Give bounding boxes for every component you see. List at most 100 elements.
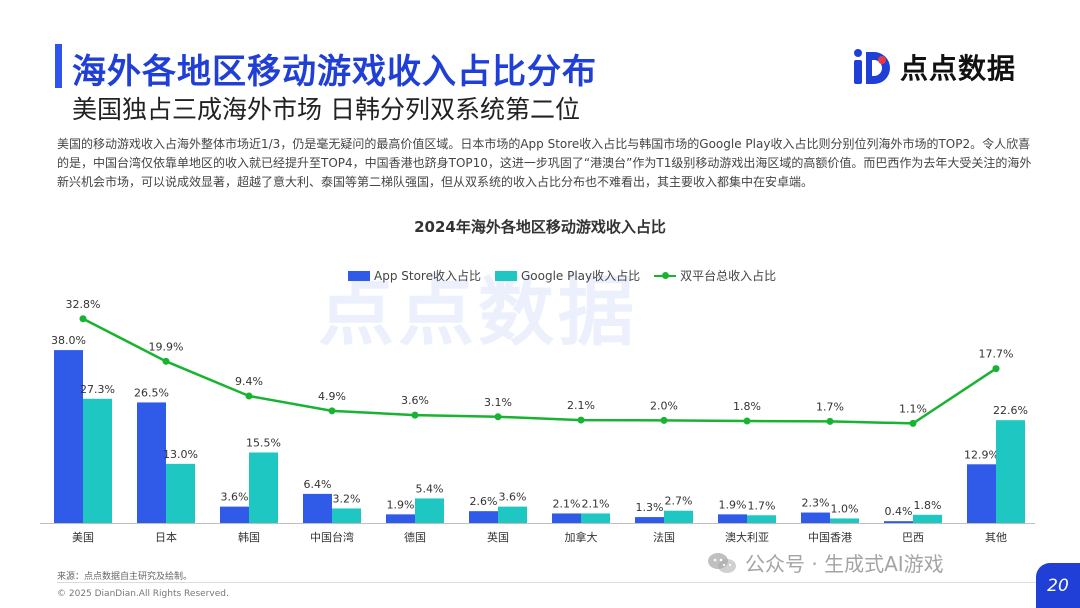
bar-app-store-5 (469, 511, 498, 523)
bar-app-store-9 (801, 512, 830, 523)
legend-label-app-store: App Store收入占比 (374, 269, 481, 283)
total-label-1: 19.9% (149, 340, 184, 353)
legend-swatch-total (654, 271, 677, 281)
total-point-5 (494, 413, 502, 421)
total-label-8: 1.8% (733, 400, 761, 413)
x-tick-label-4: 德国 (404, 530, 426, 544)
total-label-6: 2.1% (567, 399, 595, 412)
x-tick-label-5: 英国 (487, 530, 509, 544)
bar-google-play-4 (415, 498, 444, 523)
bar-google-play-2 (249, 452, 278, 523)
chart-legend: App Store收入占比 Google Play收入占比 双平台总收入占比 (348, 267, 776, 284)
page-number: 20 (1036, 563, 1080, 608)
page-title: 海外各地区移动游戏收入占比分布 (72, 52, 597, 92)
wechat-icon (708, 552, 736, 573)
total-label-9: 1.7% (816, 400, 844, 413)
bar-app-store-1 (137, 402, 166, 523)
bar-label-google-play-9: 1.0% (831, 502, 859, 515)
total-point-3 (328, 407, 336, 415)
bar-label-app-store-7: 1.3% (636, 501, 664, 514)
brand-name: 点点数据 (900, 52, 1017, 85)
total-label-11: 17.7% (979, 348, 1014, 361)
copyright-note: © 2025 DianDian.All Rights Reserved. (57, 589, 229, 599)
bar-label-app-store-11: 12.9% (964, 448, 999, 461)
x-tick-label-2: 韩国 (238, 530, 260, 544)
page-subtitle: 美国独占三成海外市场 日韩分列双系统第二位 (72, 95, 580, 124)
bar-label-google-play-4: 5.4% (416, 482, 444, 495)
bar-label-app-store-0: 38.0% (51, 334, 86, 347)
total-point-8 (743, 417, 751, 425)
bar-label-google-play-0: 27.3% (80, 383, 115, 396)
x-tick-label-10: 巴西 (902, 531, 924, 544)
bar-app-store-4 (386, 514, 415, 523)
total-label-5: 3.1% (484, 396, 512, 409)
source-note: 来源：点点数据自主研究及绘制。 (57, 572, 193, 582)
bar-app-store-0 (54, 350, 83, 523)
bar-label-app-store-4: 1.9% (387, 498, 415, 511)
bar-google-play-11 (996, 420, 1025, 523)
total-point-1 (162, 357, 170, 365)
footer-watermark: 公众号 · 生成式AI游戏 (707, 548, 944, 577)
background-watermark: 点点数据 (318, 267, 638, 356)
total-point-10 (909, 419, 917, 427)
bar-label-google-play-3: 3.2% (333, 492, 361, 505)
brand-logo-icon (854, 49, 890, 84)
x-tick-label-0: 美国 (72, 531, 94, 544)
bar-label-app-store-6: 2.1% (553, 497, 581, 510)
total-point-2 (245, 392, 253, 400)
total-label-3: 4.9% (318, 390, 346, 403)
bar-app-store-8 (718, 514, 747, 523)
total-point-7 (660, 416, 668, 424)
total-point-11 (992, 365, 1000, 373)
total-point-9 (826, 417, 834, 425)
bar-google-play-3 (332, 508, 361, 523)
bar-google-play-8 (747, 515, 776, 523)
legend-item-total: 双平台总收入占比 (654, 267, 776, 284)
footer-watermark-text: 公众号 · 生成式AI游戏 (745, 552, 944, 576)
legend-item-app-store: App Store收入占比 (348, 267, 481, 284)
chart-title: 2024年海外各地区移动游戏收入占比 (414, 218, 666, 236)
bar-google-play-5 (498, 506, 527, 523)
bar-google-play-0 (83, 398, 112, 523)
legend-swatch-google-play (494, 270, 517, 281)
x-tick-label-7: 法国 (653, 530, 675, 544)
legend-item-google-play: Google Play收入占比 (494, 267, 640, 284)
bar-label-google-play-2: 15.5% (246, 436, 281, 449)
legend-label-total: 双平台总收入占比 (680, 269, 777, 283)
bar-label-google-play-1: 13.0% (163, 448, 198, 461)
bar-label-google-play-11: 22.6% (993, 404, 1028, 417)
bar-google-play-7 (664, 510, 693, 523)
bar-label-app-store-8: 1.9% (719, 498, 747, 511)
total-point-0 (79, 315, 87, 323)
total-label-7: 2.0% (650, 399, 678, 412)
bar-label-google-play-8: 1.7% (748, 499, 776, 512)
legend-swatch-app-store (348, 270, 370, 281)
bar-google-play-1 (166, 463, 195, 523)
x-tick-label-3: 中国台湾 (310, 530, 354, 544)
bar-label-app-store-3: 6.4% (304, 478, 332, 491)
total-point-4 (411, 411, 419, 419)
x-tick-label-1: 日本 (155, 530, 177, 544)
intro-paragraph: 美国的移动游戏收入占海外整体市场近1/3，仍是毫无疑问的最高价值区域。日本市场的… (57, 137, 1032, 189)
bar-label-google-play-5: 3.6% (499, 491, 527, 504)
bar-label-app-store-1: 26.5% (134, 386, 169, 399)
total-point-6 (577, 416, 585, 424)
bar-label-app-store-10: 0.4% (885, 505, 913, 518)
bar-app-store-10 (884, 521, 913, 523)
bar-label-google-play-6: 2.1% (582, 497, 610, 510)
footer-divider (57, 582, 1055, 583)
bar-label-app-store-5: 2.6% (470, 495, 498, 508)
bar-label-app-store-9: 2.3% (802, 497, 830, 510)
title-accent-bar (55, 44, 62, 88)
x-tick-label-8: 澳大利亚 (725, 530, 769, 544)
total-label-4: 3.6% (401, 394, 429, 407)
bar-google-play-10 (913, 514, 942, 523)
total-label-2: 9.4% (235, 375, 263, 388)
bar-app-store-3 (303, 493, 332, 523)
x-tick-label-6: 加拿大 (565, 530, 598, 544)
bar-app-store-7 (635, 517, 664, 523)
bar-google-play-6 (581, 513, 610, 523)
bar-google-play-9 (830, 518, 859, 523)
brand: 点点数据 (852, 46, 1016, 88)
